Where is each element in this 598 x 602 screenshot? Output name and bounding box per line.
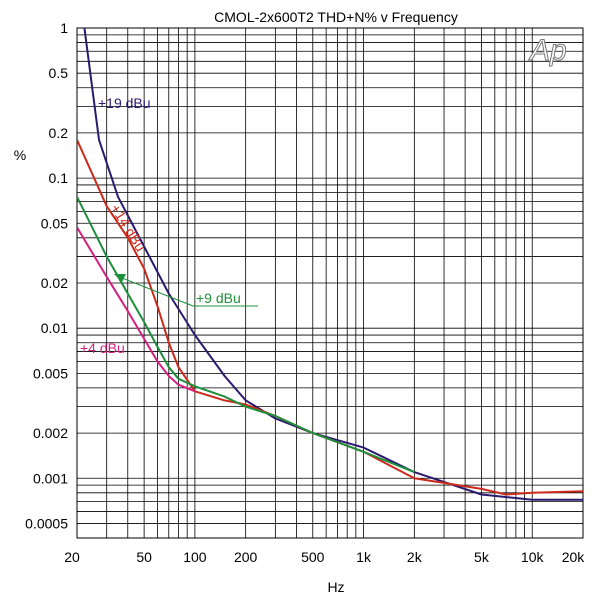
y-tick-label: 0.005	[33, 365, 68, 381]
grid	[76, 27, 584, 539]
y-tick-labels: 1 0.5 0.2 0.1 0.05 0.02 0.01 0.005 0.002 0.001 0.0…	[25, 20, 68, 531]
y-axis-label: %	[14, 147, 26, 163]
y-tick-label: 1	[60, 20, 68, 36]
y-tick-label: 0.0005	[25, 515, 68, 531]
x-tick-label: 50	[136, 549, 152, 565]
ap-logo: Ap	[528, 34, 567, 67]
y-tick-label: 0.001	[33, 470, 68, 486]
annotation-9dbu-pointer	[114, 274, 258, 307]
series-line	[83, 28, 583, 501]
y-tick-label: 0.5	[49, 65, 69, 81]
plot-frame	[76, 27, 584, 539]
y-tick-label: 0.02	[41, 275, 68, 291]
y-tick-label: 0.2	[49, 125, 69, 141]
series-lines	[77, 28, 583, 501]
x-tick-label: 20	[64, 549, 80, 565]
chart-title: CMOL-2x600T2 THD+N% v Frequency	[214, 9, 458, 25]
x-tick-label: 100	[183, 549, 207, 565]
x-tick-label: 10k	[521, 549, 545, 565]
x-tick-label: 200	[234, 549, 258, 565]
x-tick-label: 1k	[356, 549, 372, 565]
x-tick-label: 5k	[474, 549, 490, 565]
series-line	[77, 226, 196, 393]
x-tick-label: 500	[301, 549, 325, 565]
x-tick-label: 2k	[407, 549, 423, 565]
y-tick-label: 0.05	[41, 215, 68, 231]
annotation-9dbu: +9 dBu	[196, 290, 241, 306]
x-tick-label: 20k	[562, 549, 586, 565]
series-line	[77, 196, 415, 474]
annotation-4dbu: +4 dBu	[80, 340, 125, 356]
y-tick-label: 0.1	[49, 170, 69, 186]
x-tick-labels: 20 50 100 200 500 1k 2k 5k 10k 20k	[64, 549, 585, 565]
annotation-19dbu: +19 dBu	[98, 95, 151, 111]
y-tick-label: 0.002	[33, 425, 68, 441]
x-axis-label: Hz	[327, 579, 344, 595]
y-tick-label: 0.01	[41, 320, 68, 336]
